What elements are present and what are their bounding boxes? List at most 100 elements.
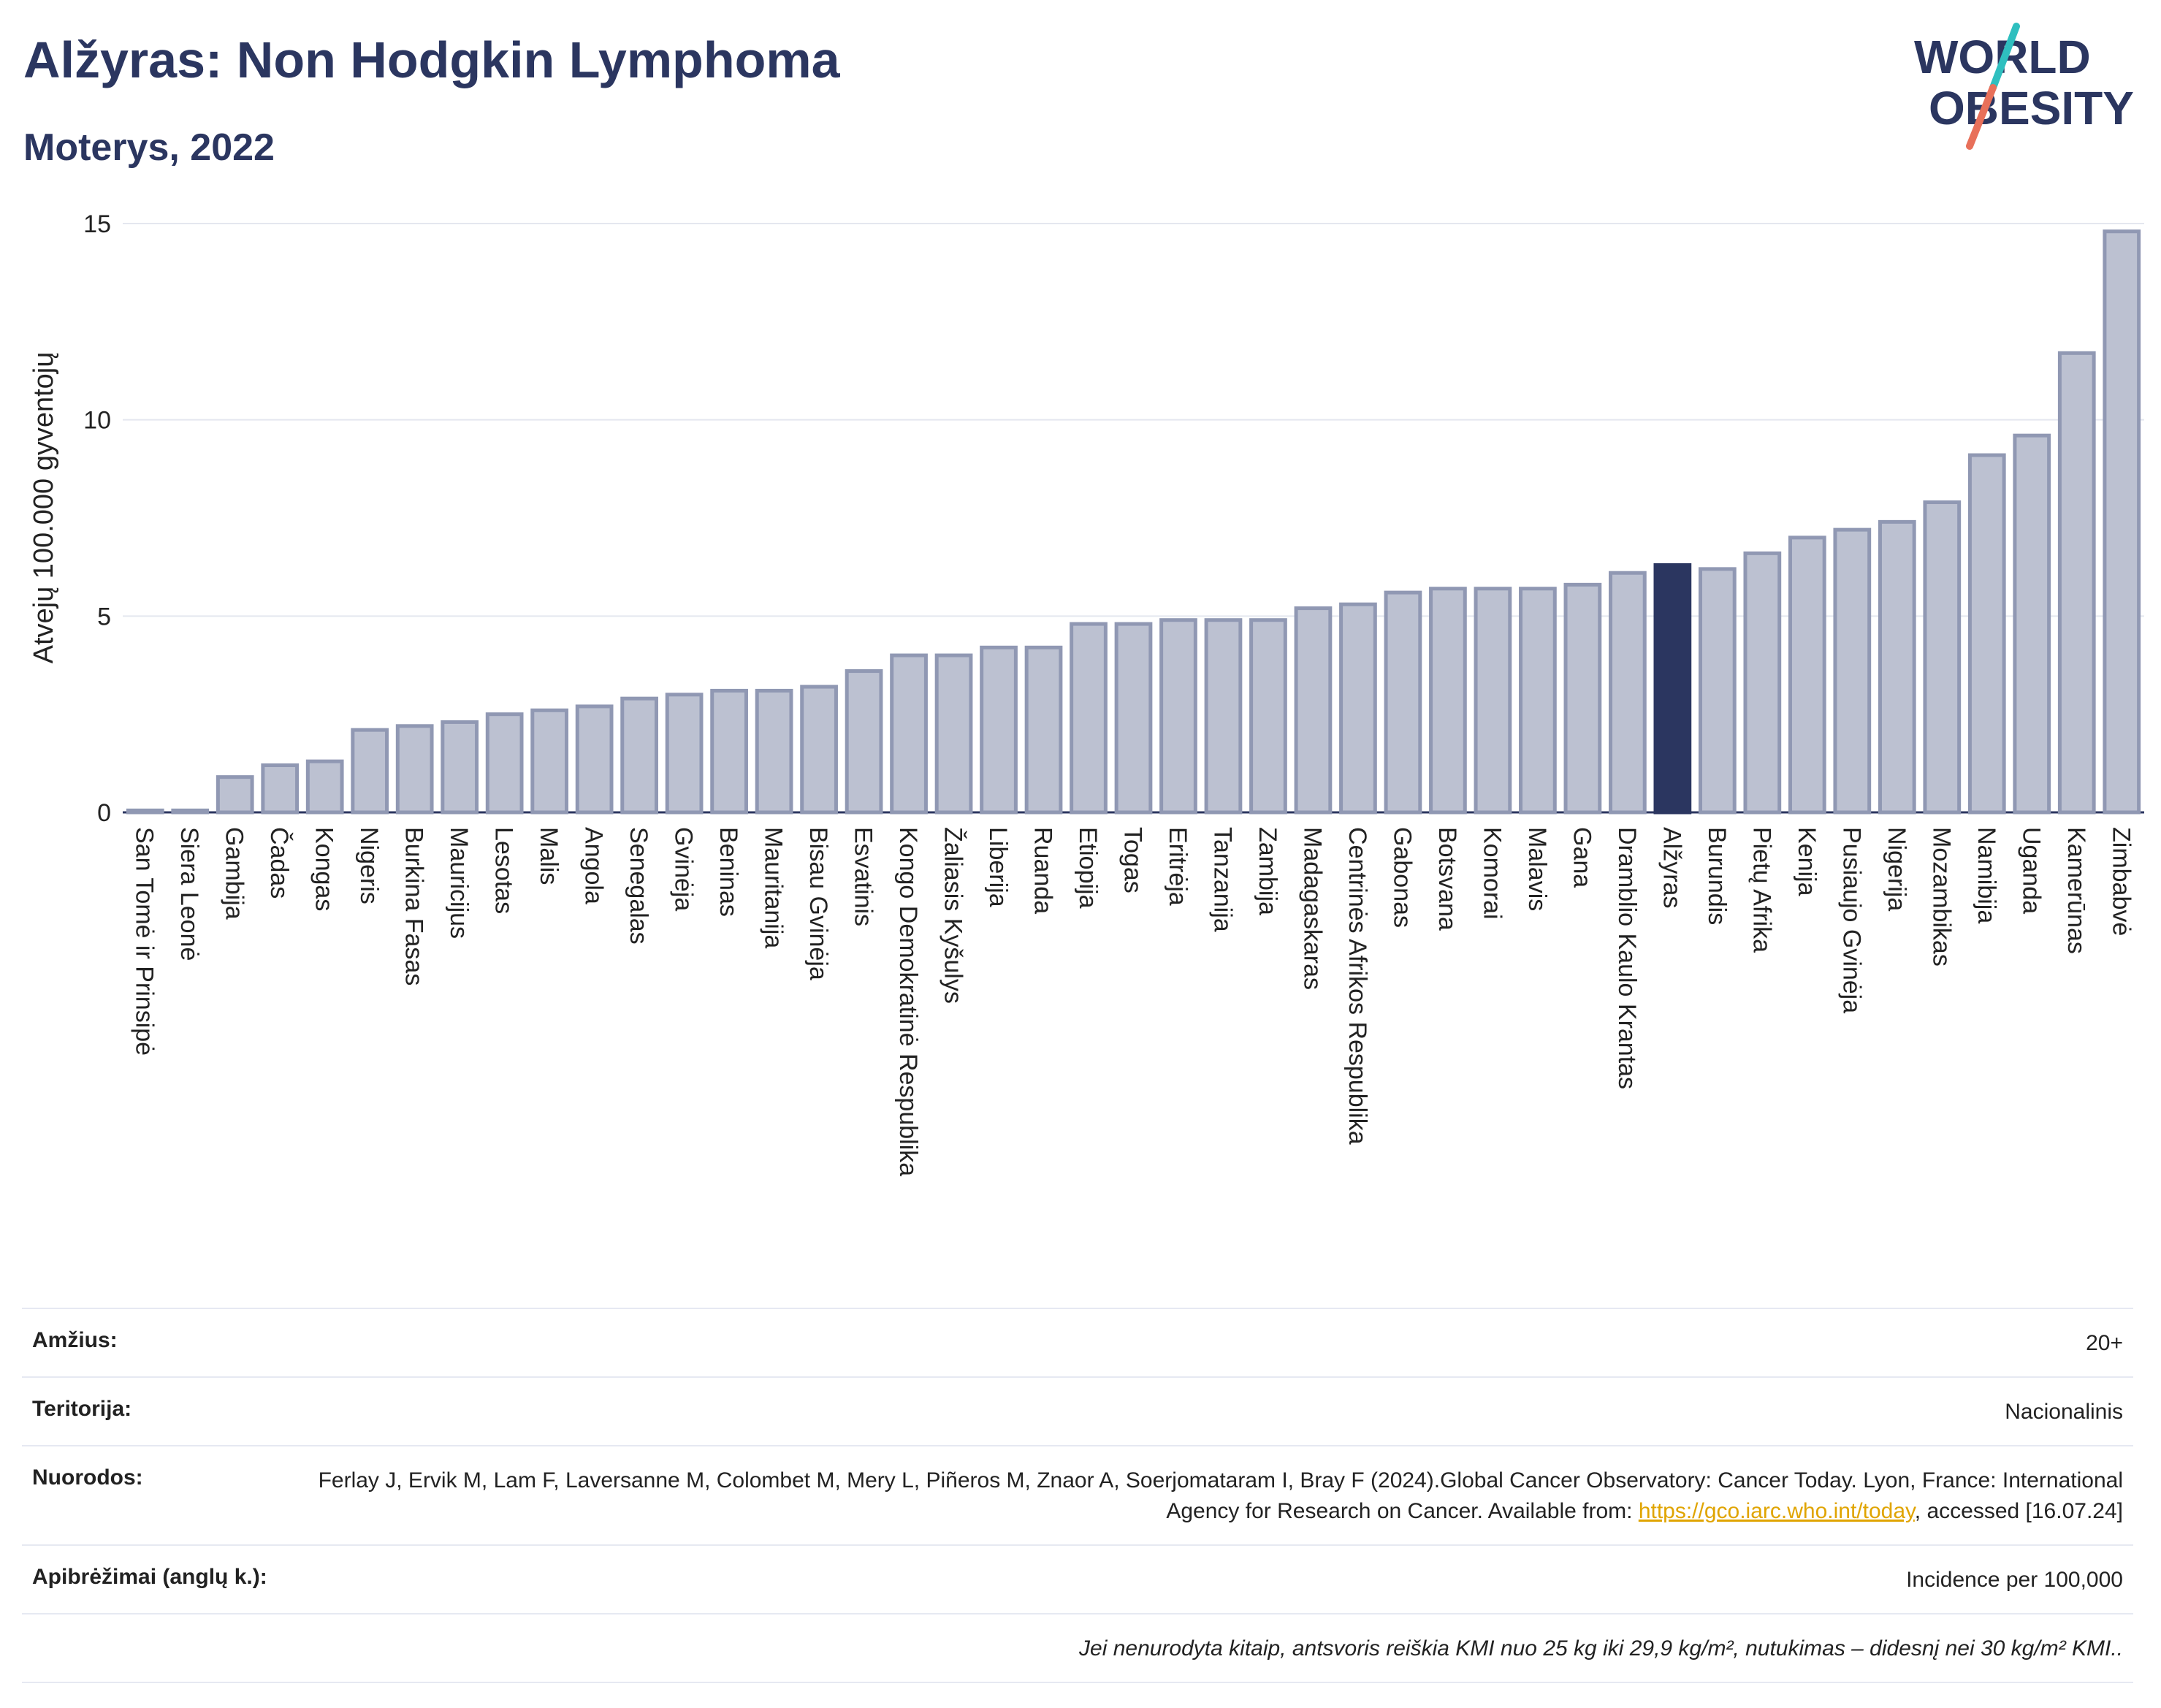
y-tick-labels: 0 5 10 15: [83, 210, 111, 827]
territory-value: Nacionalinis: [2005, 1400, 2123, 1424]
bar: [216, 775, 254, 815]
bar: [1294, 606, 1333, 815]
x-tick-label: Uganda: [2017, 827, 2045, 914]
x-tick-label: Burkina Fasas: [400, 827, 428, 985]
bar: [126, 808, 164, 815]
x-tick-label: Žaliasis Kyšulys: [940, 827, 967, 1004]
x-tick-label: Kenija: [1793, 827, 1821, 896]
bars: [126, 229, 2141, 815]
y-tick-label: 15: [83, 210, 111, 238]
x-tick-label: Burundis: [1703, 827, 1731, 925]
definitions-value: Incidence per 100,000: [1906, 1568, 2123, 1592]
bar: [1878, 519, 1916, 815]
bar: [2013, 433, 2051, 815]
bar: [1114, 622, 1153, 815]
bar: [305, 759, 344, 815]
x-tick-label: Dramblio Kaulo Krantas: [1613, 827, 1641, 1089]
info-row-age: Amžius: 20+: [22, 1308, 2133, 1376]
x-tick-label: Namibija: [1973, 827, 2000, 923]
age-value: 20+: [2086, 1331, 2123, 1355]
references-text: Ferlay J, Ervik M, Lam F, Laversanne M, …: [318, 1468, 2123, 1523]
x-tick-label: Lesotas: [490, 827, 518, 914]
x-tick-label: Nigerija: [1883, 827, 1910, 911]
bar-chart: 0 5 10 15 San Tomė ir Prinsipė Siera Leonė Ga…: [28, 210, 2144, 1176]
footnote: Jei nenurodyta kitaip, antsvoris reiškia…: [1079, 1636, 2123, 1661]
bar: [575, 704, 614, 815]
info-table: Amžius: 20+ Teritorija: Nacionalinis Nuo…: [22, 1308, 2133, 1683]
page-title: Alžyras: Non Hodgkin Lymphoma: [23, 31, 840, 88]
x-tick-label: Madagaskaras: [1298, 827, 1326, 990]
x-tick-label: Pietų Afrika: [1748, 827, 1775, 953]
x-tick-label: Gabonas: [1388, 827, 1416, 928]
info-row-definitions: Apibrėžimai (anglų k.): Incidence per 10…: [22, 1544, 2133, 1613]
bar: [1923, 500, 1962, 815]
bar: [890, 653, 928, 815]
definitions-label: Apibrėžimai (anglų k.):: [32, 1565, 267, 1589]
x-tick-label: Komorai: [1478, 827, 1506, 920]
bar: [2057, 351, 2096, 815]
x-tick-label: Esvatinis: [850, 827, 877, 926]
references-value: Ferlay J, Ervik M, Lam F, Laversanne M, …: [297, 1465, 2123, 1527]
bar: [1609, 571, 1647, 815]
bar: [620, 696, 658, 815]
territory-label: Teritorija:: [32, 1397, 132, 1421]
references-text-end: , accessed [16.07.24]: [1914, 1499, 2123, 1523]
x-tick-label: Tanzanija: [1208, 827, 1236, 932]
bar: [755, 688, 793, 815]
bar: [1563, 582, 1602, 815]
x-tick-label: Gana: [1568, 827, 1596, 888]
bar: [1519, 587, 1557, 815]
bar: [395, 724, 434, 815]
bar: [1833, 527, 1872, 815]
x-tick-label: Kamerūnas: [2062, 827, 2090, 954]
bar: [1339, 602, 1377, 815]
bar: [1204, 618, 1243, 815]
x-tick-labels: San Tomė ir Prinsipė Siera Leonė Gambija Ča…: [131, 827, 2135, 1176]
page-subtitle: Moterys, 2022: [23, 126, 275, 169]
logo-slash-coral: [1966, 84, 1997, 150]
x-tick-label: Angola: [580, 827, 608, 904]
x-tick-label: Beninas: [714, 827, 742, 917]
bar: [1967, 453, 2006, 815]
bar: [441, 720, 479, 815]
x-tick-label: Centrinės Afrikos Respublika: [1344, 827, 1371, 1145]
info-row-territory: Teritorija: Nacionalinis: [22, 1376, 2133, 1445]
x-tick-label: Etiopija: [1074, 827, 1102, 909]
world-obesity-logo: WORLD OBESITY: [1914, 23, 2134, 150]
references-label: Nuorodos:: [32, 1465, 143, 1490]
y-tick-label: 5: [97, 603, 111, 630]
bar: [1788, 535, 1826, 815]
x-tick-label: Botsvana: [1433, 827, 1461, 931]
y-tick-label: 10: [83, 407, 111, 435]
x-tick-label: Bisau Gvinėja: [804, 827, 832, 980]
bar: [934, 653, 973, 815]
x-tick-label: Togas: [1119, 827, 1147, 893]
x-tick-label: San Tomė ir Prinsipė: [131, 827, 159, 1056]
bar: [1070, 622, 1108, 815]
logo-line2: OBESITY: [1929, 82, 2134, 134]
bar: [1429, 587, 1467, 815]
x-tick-label: Alžyras: [1658, 827, 1685, 908]
x-tick-label: Ruanda: [1029, 827, 1057, 914]
bar: [2103, 229, 2141, 815]
info-row-note: Jei nenurodyta kitaip, antsvoris reiškia…: [22, 1613, 2133, 1683]
bar: [1249, 618, 1287, 815]
bar: [980, 645, 1018, 815]
age-label: Amžius:: [32, 1328, 118, 1352]
y-tick-label: 0: [97, 799, 111, 827]
bar: [1024, 645, 1063, 815]
bar: [710, 688, 748, 815]
x-tick-label: Liberija: [984, 827, 1012, 907]
x-tick-label: Senegalas: [625, 827, 652, 945]
x-tick-label: Zimbabvė: [2107, 827, 2135, 936]
bar: [171, 808, 210, 815]
x-tick-label: Gambija: [221, 827, 248, 920]
bar: [1474, 587, 1512, 815]
bar: [485, 712, 524, 815]
bar: [665, 693, 704, 815]
x-tick-label: Zambija: [1254, 827, 1281, 915]
logo-slash-teal: [1989, 23, 2020, 91]
references-link[interactable]: https://gco.iarc.who.int/today: [1638, 1499, 1915, 1523]
bar: [1698, 567, 1737, 815]
x-tick-label: Kongo Demokratinė Respublika: [894, 827, 922, 1176]
